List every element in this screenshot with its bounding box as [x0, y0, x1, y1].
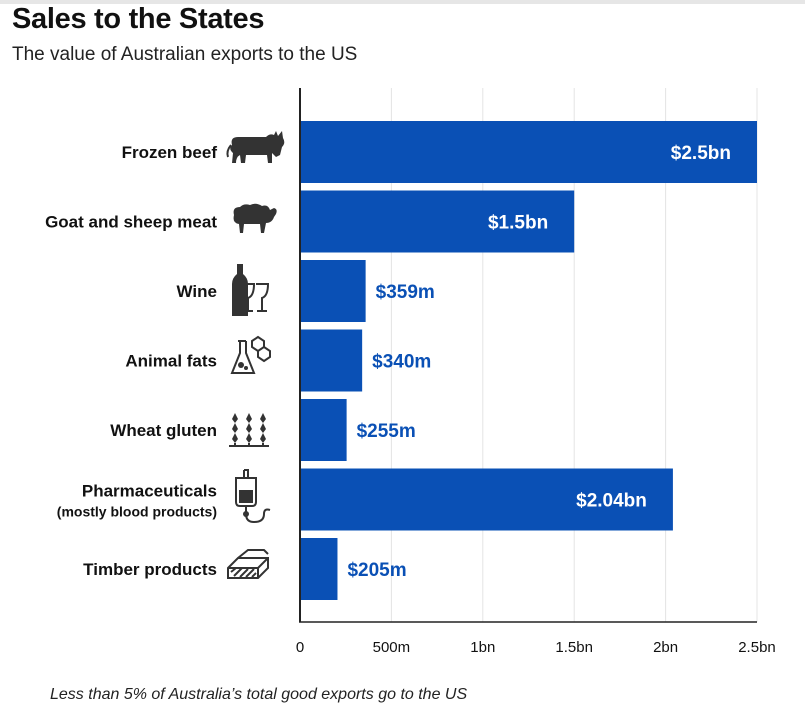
timber-stack-icon — [227, 549, 269, 579]
cow-icon — [226, 131, 285, 163]
x-tick-labels: 0 500m 1bn 1.5bn 2bn 2.5bn — [296, 639, 776, 656]
chart-title: Sales to the States — [12, 3, 265, 35]
category-label: Wine — [177, 282, 217, 301]
category-label: Timber products — [83, 560, 217, 579]
value-label: $2.5bn — [671, 143, 731, 164]
bar — [300, 329, 363, 392]
blood-bag-icon — [235, 469, 271, 524]
category-label: Animal fats — [125, 352, 217, 371]
value-label: $2.04bn — [576, 491, 647, 512]
x-tick-label: 1bn — [470, 639, 495, 656]
x-tick-label: 1.5bn — [555, 639, 593, 656]
value-label: $205m — [347, 560, 406, 581]
sheep-icon — [233, 203, 277, 233]
category-sublabel: (mostly blood products) — [57, 504, 217, 520]
bar — [300, 468, 673, 531]
category-labels: Frozen beef Goat and sheep meat Wine Animal… — [45, 143, 217, 579]
flask-molecule-icon — [230, 335, 271, 374]
category-label: Wheat gluten — [110, 421, 217, 440]
bar-chart: 0 500m 1bn 1.5bn 2bn 2.5bn Frozen beef Goat an… — [45, 88, 776, 656]
value-label: $1.5bn — [488, 213, 548, 234]
x-tick-label: 2bn — [653, 639, 678, 656]
category-label: Pharmaceuticals — [82, 482, 217, 501]
x-tick-label: 0 — [296, 639, 304, 656]
bar — [300, 121, 757, 183]
category-icons — [226, 131, 285, 579]
x-tick-label: 2.5bn — [738, 639, 776, 656]
value-label: $359m — [376, 282, 435, 303]
chart-subtitle: The value of Australian exports to the U… — [12, 44, 358, 65]
top-border — [0, 0, 805, 4]
bar — [300, 399, 347, 461]
bar — [300, 190, 575, 253]
value-labels: $2.5bn $1.5bn $359m $340m $255m $2.04bn $205m — [347, 143, 731, 581]
bars — [300, 121, 757, 600]
category-label: Frozen beef — [122, 143, 218, 162]
bar — [300, 538, 338, 600]
wheat-icon — [229, 413, 269, 447]
footnote: Less than 5% of Australia’s total good e… — [50, 686, 468, 703]
x-tick-label: 500m — [373, 639, 411, 656]
wine-bottle-glasses-icon — [232, 264, 270, 316]
bar — [300, 260, 366, 322]
category-label: Goat and sheep meat — [45, 213, 217, 232]
value-label: $340m — [372, 352, 431, 373]
value-label: $255m — [357, 421, 416, 442]
